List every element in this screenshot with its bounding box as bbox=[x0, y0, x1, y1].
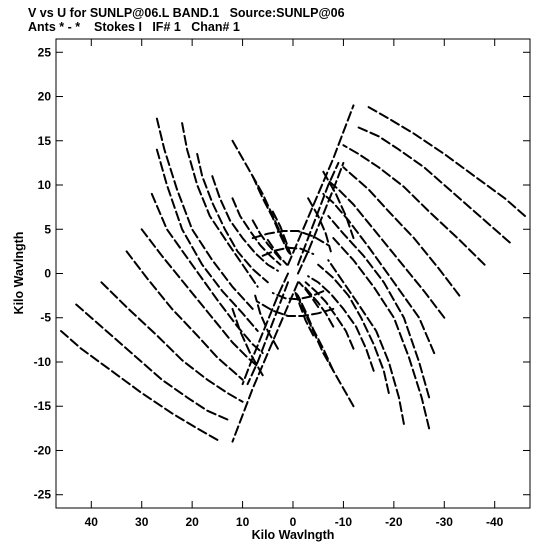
axis-ticks bbox=[56, 39, 530, 508]
uv-track bbox=[100, 281, 244, 403]
uv-track-mirror bbox=[271, 290, 325, 301]
x-tick-label: -30 bbox=[436, 515, 454, 529]
uv-track-mirror bbox=[327, 215, 431, 399]
uv-track-mirror bbox=[367, 106, 526, 217]
x-tick-label: -10 bbox=[335, 515, 353, 529]
uv-track-mirror bbox=[332, 237, 431, 430]
y-tick-label: 10 bbox=[38, 178, 52, 192]
x-tick-label: -40 bbox=[486, 515, 504, 529]
y-tick-label: 5 bbox=[44, 222, 51, 236]
x-tick-label: -20 bbox=[385, 515, 403, 529]
y-tick-label: -20 bbox=[34, 443, 52, 457]
x-tick-label: 20 bbox=[185, 515, 199, 529]
x-axis-label: Kilo Wavlngth bbox=[252, 528, 335, 542]
uv-track bbox=[246, 281, 289, 386]
uv-track bbox=[251, 175, 289, 253]
uv-track-mirror bbox=[231, 281, 299, 443]
x-tick-label: 0 bbox=[290, 515, 297, 529]
uv-track-mirror bbox=[297, 161, 340, 266]
x-tick-label: 30 bbox=[135, 515, 149, 529]
uv-track bbox=[251, 230, 330, 247]
uv-track bbox=[211, 175, 279, 272]
uv-track bbox=[261, 246, 315, 257]
uv-track-mirror bbox=[357, 126, 511, 244]
uv-track bbox=[251, 219, 284, 263]
uv-tracks bbox=[60, 104, 526, 443]
uv-track bbox=[155, 148, 259, 332]
uv-track bbox=[266, 238, 288, 266]
uv-track-mirror bbox=[342, 144, 486, 266]
y-tick-label: -5 bbox=[40, 311, 51, 325]
plot-frame bbox=[55, 38, 531, 509]
uv-track-mirror bbox=[254, 294, 279, 350]
uv-track-mirror bbox=[342, 166, 461, 297]
tick-labels: 40 30 20 10 0 -10 -20 -30 -40 25 20 15 10 5 0 -5 -10 -15 -… bbox=[34, 45, 504, 529]
y-tick-label: -25 bbox=[34, 488, 52, 502]
y-tick-label: -10 bbox=[34, 355, 52, 369]
uv-track bbox=[287, 104, 355, 266]
chart-subtitle: Ants * - * Stokes I IF# 1 Chan# 1 bbox=[28, 20, 240, 34]
chart-title: V vs U for SUNLP@06.L BAND.1 Source:SUNL… bbox=[28, 6, 345, 20]
uv-track-mirror bbox=[317, 263, 390, 394]
x-tick-label: 40 bbox=[85, 515, 99, 529]
uv-track-mirror bbox=[322, 192, 436, 355]
uv-track-mirror bbox=[302, 284, 335, 328]
uv-track-mirror bbox=[307, 275, 375, 372]
y-tick-label: 25 bbox=[38, 45, 52, 59]
y-tick-label: 20 bbox=[38, 90, 52, 104]
uv-track bbox=[181, 122, 259, 288]
uv-track bbox=[60, 330, 219, 441]
uv-track bbox=[196, 153, 269, 284]
x-tick-label: 10 bbox=[236, 515, 250, 529]
y-tick-label: 15 bbox=[38, 134, 52, 148]
uv-track bbox=[140, 228, 259, 368]
uv-track bbox=[75, 303, 229, 421]
uv-track bbox=[150, 192, 264, 355]
uv-track bbox=[297, 161, 345, 275]
uv-track-mirror bbox=[327, 259, 405, 425]
uv-track bbox=[155, 117, 254, 310]
y-tick-label: 0 bbox=[44, 267, 51, 281]
uv-track-mirror bbox=[241, 272, 289, 386]
uv-track bbox=[125, 250, 244, 381]
uv-track bbox=[307, 197, 332, 253]
y-axis-label: Kilo Wavlngth bbox=[12, 232, 26, 315]
uv-track-mirror bbox=[297, 294, 335, 372]
uv-track-mirror bbox=[327, 179, 446, 319]
y-tick-label: -15 bbox=[34, 399, 52, 413]
uv-track-mirror bbox=[256, 300, 335, 317]
uv-track-mirror bbox=[298, 281, 320, 309]
